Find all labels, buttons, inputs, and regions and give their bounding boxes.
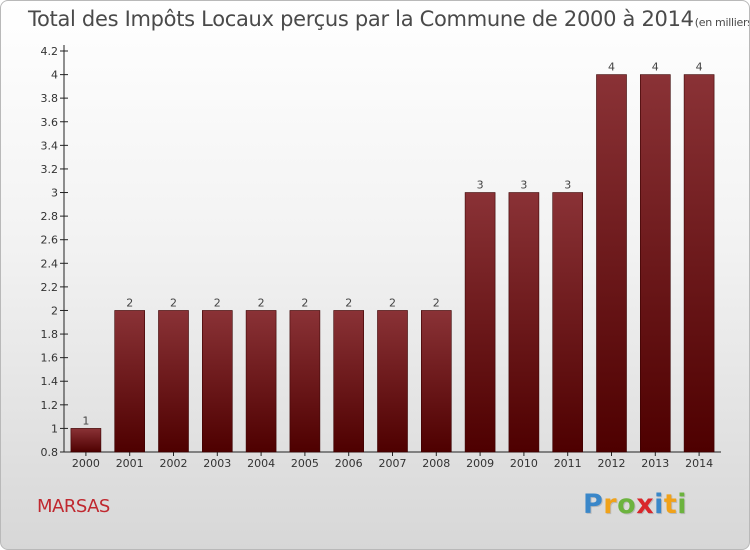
x-tick-label: 2001 (116, 457, 144, 470)
bar-2005 (289, 310, 321, 453)
x-tick-label: 2000 (72, 457, 100, 470)
logo-letter: P (583, 489, 604, 520)
bar-2001 (114, 310, 145, 453)
bars (70, 74, 715, 453)
y-tick-label: 2.6 (41, 234, 59, 247)
x-tick-label: 2008 (422, 457, 450, 470)
x-tick-label: 2006 (335, 457, 363, 470)
x-tick-label: 2007 (379, 457, 407, 470)
logo-letter: x (636, 489, 655, 520)
y-tick-label: 3.8 (41, 92, 59, 105)
bar-2014 (683, 74, 715, 453)
y-tick-label: 2.4 (41, 257, 59, 270)
bar-2003 (202, 310, 233, 453)
bar-2007 (377, 310, 408, 453)
chart-unit-note: (en milliers d'€) (694, 16, 750, 29)
y-tick-label: 2 (51, 304, 58, 317)
y-tick-label: 4.2 (41, 45, 59, 58)
x-tick-label: 2014 (685, 457, 713, 470)
logo-letter: r (603, 489, 618, 520)
commune-name: MARSAS (37, 496, 110, 517)
x-tick-label: 2012 (598, 457, 626, 470)
y-tick-label: 1.2 (41, 399, 59, 412)
data-label: 3 (564, 179, 571, 192)
data-label: 4 (652, 61, 659, 74)
bar-2009 (464, 192, 496, 453)
data-labels: 1 2 2 2 2 2 2 2 2 3 3 3 4 4 4 (82, 61, 702, 428)
logo-letter: t (663, 489, 678, 520)
data-label: 2 (389, 296, 396, 309)
y-tick-label: 3 (51, 187, 58, 200)
y-tick-label: 3.6 (41, 116, 59, 129)
y-tick-label: 3.4 (41, 139, 59, 152)
data-label: 2 (258, 296, 265, 309)
bar-2013 (639, 74, 671, 453)
bar-2010 (508, 192, 540, 453)
x-tick-label: 2005 (291, 457, 319, 470)
chart-title: Total des Impôts Locaux perçus par la Co… (28, 7, 750, 31)
bar-2000 (70, 428, 102, 453)
bar-2004 (245, 310, 277, 453)
bar-2011 (552, 192, 584, 453)
data-label: 3 (477, 179, 484, 192)
bar-2012 (596, 74, 627, 453)
bar-2006 (333, 310, 365, 453)
data-label: 2 (126, 296, 133, 309)
data-label: 4 (608, 61, 615, 74)
chart-title-text: Total des Impôts Locaux perçus par la Co… (28, 7, 694, 31)
x-tick-label: 2003 (203, 457, 231, 470)
data-label: 2 (214, 296, 221, 309)
data-label: 2 (433, 296, 440, 309)
x-tick-label: 2013 (641, 457, 669, 470)
proxiti-logo: Proxiti (583, 489, 687, 520)
y-tick-label: 4 (51, 69, 58, 82)
y-tick-label: 1.6 (41, 352, 59, 365)
data-label: 4 (696, 61, 703, 74)
data-label: 3 (520, 179, 527, 192)
x-tick-label: 2011 (554, 457, 582, 470)
logo-letter: o (617, 489, 637, 520)
bar-2008 (420, 310, 452, 453)
y-tick-label: 2.2 (41, 281, 59, 294)
y-tick-label: 1 (51, 422, 58, 435)
data-label: 1 (82, 414, 89, 427)
data-label: 2 (345, 296, 352, 309)
x-tick-label: 2010 (510, 457, 538, 470)
axes: 0.8 1 1.2 1.4 1.6 1.8 2 2.2 2.4 2.6 2.8 3 3.2 3.4 3.6 3… (41, 45, 721, 470)
y-tick-label: 0.8 (41, 446, 59, 459)
logo-letter: i (677, 489, 688, 520)
data-label: 2 (170, 296, 177, 309)
logo-letter: i (654, 489, 664, 520)
x-tick-label: 2004 (247, 457, 275, 470)
data-label: 2 (301, 296, 308, 309)
y-tick-label: 3.2 (41, 163, 59, 176)
bar-2002 (158, 310, 189, 453)
y-tick-label: 1.4 (41, 375, 59, 388)
x-tick-label: 2002 (160, 457, 188, 470)
y-tick-label: 1.8 (41, 328, 59, 341)
x-tick-label: 2009 (466, 457, 494, 470)
y-tick-label: 2.8 (41, 210, 59, 223)
